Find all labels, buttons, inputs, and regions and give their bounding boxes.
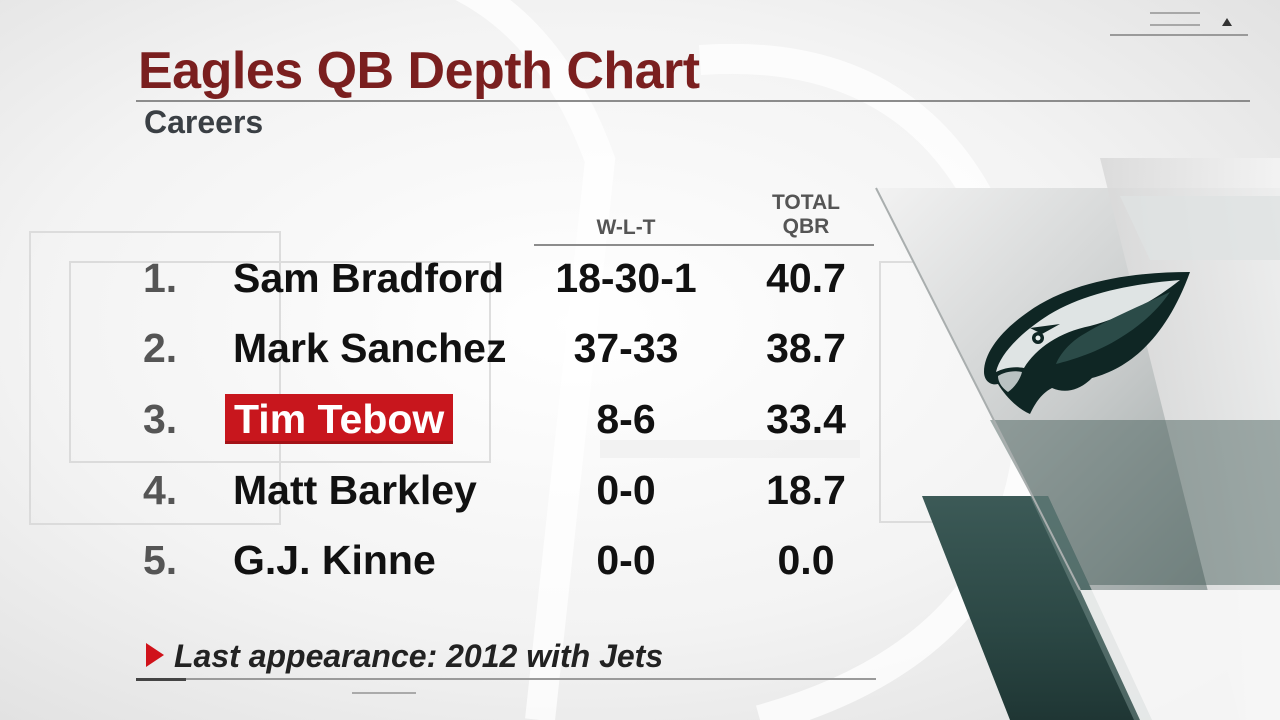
table-row-highlighted: 3. Tim Tebow 8-6 33.4 bbox=[0, 389, 900, 449]
header-divider bbox=[534, 244, 874, 246]
top-rule bbox=[1110, 34, 1248, 36]
bottom-rule bbox=[136, 678, 876, 680]
player-name-cell: G.J. Kinne bbox=[233, 537, 436, 583]
rank-cell: 5. bbox=[143, 537, 178, 583]
qbr-cell: 0.0 bbox=[777, 537, 835, 583]
footnote-text: Last appearance: 2012 with Jets bbox=[174, 638, 664, 674]
rank-cell: 4. bbox=[143, 467, 178, 513]
player-name-highlight: Tim Tebow bbox=[225, 394, 454, 444]
bottom-rule-short bbox=[352, 692, 416, 694]
column-header-qbr-line2: QBR bbox=[782, 215, 830, 238]
qbr-cell: 18.7 bbox=[766, 467, 846, 513]
title-divider bbox=[136, 100, 1250, 102]
player-name-cell: Matt Barkley bbox=[233, 467, 477, 513]
top-rule-short bbox=[1150, 12, 1200, 14]
wlt-cell: 18-30-1 bbox=[555, 255, 697, 301]
player-name-cell: Mark Sanchez bbox=[233, 325, 507, 371]
column-header-wlt: W-L-T bbox=[596, 216, 656, 239]
column-header-qbr-line1: TOTAL bbox=[771, 191, 841, 214]
rank-cell: 2. bbox=[143, 325, 178, 371]
play-triangle-icon bbox=[146, 643, 164, 667]
qbr-cell: 40.7 bbox=[766, 255, 846, 301]
qbr-cell: 38.7 bbox=[766, 325, 846, 371]
qbr-cell: 33.4 bbox=[766, 396, 846, 442]
wlt-cell: 8-6 bbox=[596, 396, 656, 442]
page-title: Eagles QB Depth Chart bbox=[138, 42, 700, 100]
table-row: 4. Matt Barkley 0-0 18.7 bbox=[0, 460, 900, 520]
table-row: 5. G.J. Kinne 0-0 0.0 bbox=[0, 530, 900, 590]
eagle-logo-icon bbox=[984, 272, 1190, 414]
wlt-cell: 0-0 bbox=[596, 467, 656, 513]
player-name-cell: Sam Bradford bbox=[233, 255, 505, 301]
rank-cell: 1. bbox=[143, 255, 178, 301]
top-rule-short bbox=[1150, 24, 1200, 26]
page-subtitle: Careers bbox=[144, 104, 264, 140]
wlt-cell: 37-33 bbox=[573, 325, 679, 371]
bottom-rule-accent bbox=[136, 678, 186, 681]
table-row: 1. Sam Bradford 18-30-1 40.7 bbox=[0, 248, 900, 308]
triangle-up-icon bbox=[1222, 18, 1232, 26]
rank-cell: 3. bbox=[143, 396, 178, 442]
table-row: 2. Mark Sanchez 37-33 38.7 bbox=[0, 318, 900, 378]
wlt-cell: 0-0 bbox=[596, 537, 656, 583]
